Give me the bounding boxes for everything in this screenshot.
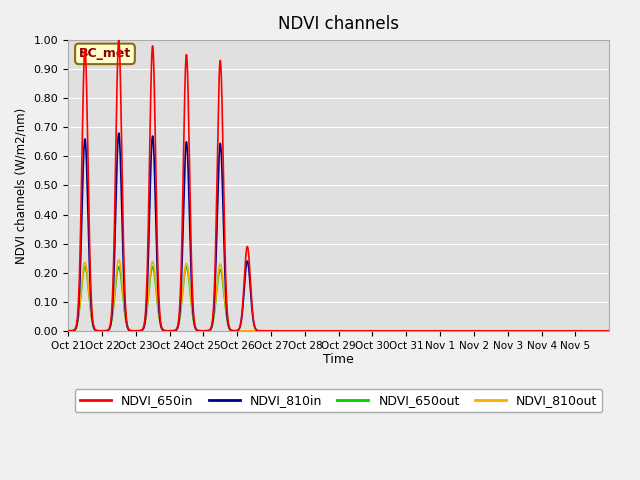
X-axis label: Time: Time <box>323 353 354 366</box>
Legend: NDVI_650in, NDVI_810in, NDVI_650out, NDVI_810out: NDVI_650in, NDVI_810in, NDVI_650out, NDV… <box>75 389 602 412</box>
Title: NDVI channels: NDVI channels <box>278 15 399 33</box>
Text: BC_met: BC_met <box>79 48 131 60</box>
Y-axis label: NDVI channels (W/m2/nm): NDVI channels (W/m2/nm) <box>15 108 28 264</box>
